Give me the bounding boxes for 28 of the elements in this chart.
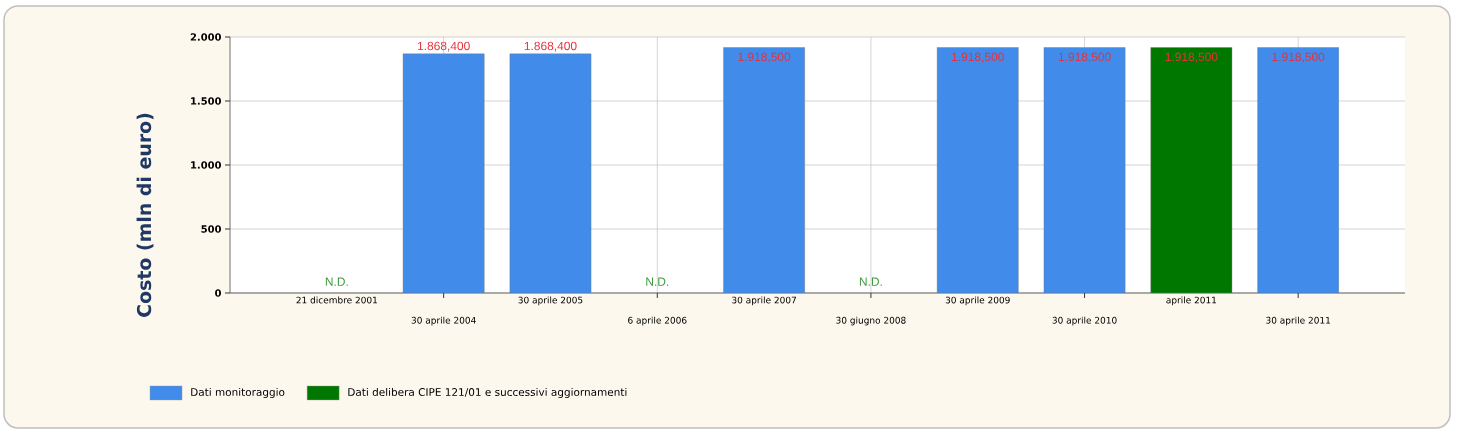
data-label: 1.918,500 — [1272, 52, 1325, 63]
x-tick-label: 30 giugno 2008 — [836, 316, 906, 326]
text: N.D. — [646, 277, 669, 286]
data-label: 1.918,500 — [1165, 52, 1218, 63]
y-tick-label: 500 — [201, 225, 222, 233]
y-tick-label: 0 — [215, 289, 222, 297]
data-label: 1.868,400 — [417, 41, 470, 52]
legend-label: Dati delibera CIPE 121/01 e successivi aggiornamenti — [348, 387, 627, 399]
x-tick-label: 30 aprile 2009 — [945, 296, 1010, 306]
legend-label: Dati monitoraggio — [191, 387, 285, 399]
x-tick-label: 30 aprile 2011 — [1266, 316, 1330, 326]
y-tick-label: 2.000 — [190, 33, 222, 41]
data-label: 1.918,500 — [1058, 52, 1111, 63]
y-tick-label: 1.000 — [191, 161, 222, 169]
y-axis-title: Costo (mln di euro) — [136, 113, 154, 317]
text: N.D. — [325, 277, 348, 286]
text: N.D. — [859, 277, 882, 286]
data-label: 1.868,400 — [524, 41, 577, 52]
x-tick-label: 30 aprile 2010 — [1052, 316, 1117, 326]
x-tick-label: 30 aprile 2007 — [732, 296, 796, 306]
x-tick-label: 6 aprile 2006 — [628, 316, 687, 326]
data-label: 1.918,500 — [738, 52, 791, 63]
x-tick-label: aprile 2011 — [1166, 296, 1217, 306]
x-tick-label: 21 dicembre 2001 — [296, 296, 377, 304]
y-tick-label: 1.500 — [191, 97, 222, 105]
x-tick-label: 30 aprile 2004 — [411, 316, 476, 326]
x-tick-label: 30 aprile 2005 — [518, 296, 583, 306]
data-label: 1.918,500 — [952, 52, 1004, 63]
